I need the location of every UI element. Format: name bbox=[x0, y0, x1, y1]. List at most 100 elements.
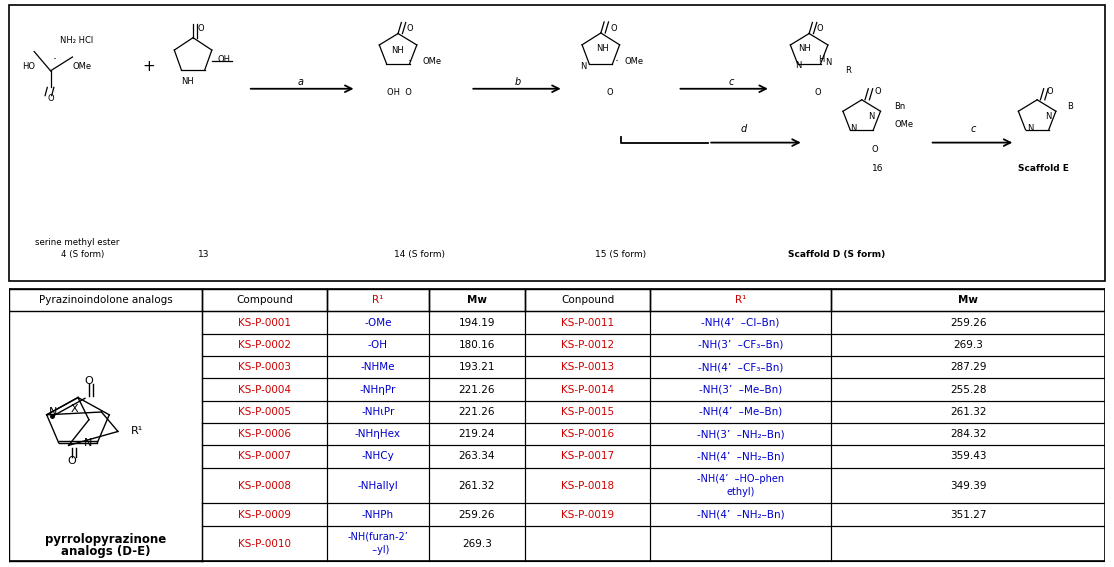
Text: 259.26: 259.26 bbox=[950, 318, 986, 328]
Text: Bn: Bn bbox=[895, 102, 906, 111]
Text: KS-P-0018: KS-P-0018 bbox=[561, 480, 614, 490]
Text: -NHCy: -NHCy bbox=[361, 451, 394, 462]
Text: +: + bbox=[143, 59, 156, 74]
Text: X: X bbox=[71, 404, 78, 414]
Text: 269.3: 269.3 bbox=[954, 340, 983, 350]
Text: R¹: R¹ bbox=[735, 295, 746, 305]
Text: -NH(3’  –Me–Bn): -NH(3’ –Me–Bn) bbox=[698, 384, 782, 395]
Text: N: N bbox=[795, 61, 801, 70]
Text: c: c bbox=[971, 124, 976, 134]
Text: N: N bbox=[1027, 124, 1034, 133]
Text: -NH(4’  –NH₂–Bn): -NH(4’ –NH₂–Bn) bbox=[696, 451, 784, 462]
Text: O: O bbox=[68, 456, 76, 466]
Text: 255.28: 255.28 bbox=[950, 384, 986, 395]
Text: -NH(4’  –CF₃–Bn): -NH(4’ –CF₃–Bn) bbox=[698, 362, 783, 372]
Text: KS-P-0002: KS-P-0002 bbox=[237, 340, 291, 350]
Text: 180.16: 180.16 bbox=[459, 340, 495, 350]
Text: O: O bbox=[814, 88, 821, 98]
Text: analogs (D-E): analogs (D-E) bbox=[60, 545, 150, 558]
Text: -OH: -OH bbox=[368, 340, 388, 350]
Text: KS-P-0012: KS-P-0012 bbox=[561, 340, 614, 350]
Text: -NHallyl: -NHallyl bbox=[358, 480, 398, 490]
Text: 194.19: 194.19 bbox=[459, 318, 496, 328]
Text: -NHιPr: -NHιPr bbox=[361, 407, 394, 417]
Text: OMe: OMe bbox=[422, 57, 441, 66]
Text: -NHPh: -NHPh bbox=[362, 510, 394, 519]
Text: N: N bbox=[869, 112, 874, 121]
Text: -NH(4’  –Cl–Bn): -NH(4’ –Cl–Bn) bbox=[702, 318, 780, 328]
Text: KS-P-0001: KS-P-0001 bbox=[237, 318, 291, 328]
Text: Mw: Mw bbox=[958, 295, 978, 305]
Text: NH₂ HCl: NH₂ HCl bbox=[60, 36, 94, 45]
Text: ·: · bbox=[614, 54, 618, 67]
Text: N: N bbox=[580, 62, 586, 71]
Text: KS-P-0016: KS-P-0016 bbox=[561, 429, 614, 439]
Text: N: N bbox=[1045, 112, 1052, 121]
Text: -NH(4’  –Me–Bn): -NH(4’ –Me–Bn) bbox=[698, 407, 782, 417]
Text: -NH(3’  –NH₂–Bn): -NH(3’ –NH₂–Bn) bbox=[696, 429, 784, 439]
Text: O: O bbox=[874, 87, 881, 96]
Text: H: H bbox=[818, 55, 824, 64]
Text: KS-P-0004: KS-P-0004 bbox=[237, 384, 291, 395]
Text: KS-P-0005: KS-P-0005 bbox=[237, 407, 291, 417]
Text: O: O bbox=[817, 23, 823, 32]
Text: O: O bbox=[871, 145, 878, 154]
Text: -NH(furan-2’
  –yl): -NH(furan-2’ –yl) bbox=[348, 532, 408, 555]
Text: 193.21: 193.21 bbox=[459, 362, 496, 372]
Text: O: O bbox=[197, 23, 204, 32]
Text: Pyrazinoindolone analogs: Pyrazinoindolone analogs bbox=[39, 295, 173, 305]
Text: 351.27: 351.27 bbox=[950, 510, 986, 519]
Text: KS-P-0017: KS-P-0017 bbox=[561, 451, 614, 462]
Text: O: O bbox=[85, 376, 94, 386]
Text: -OMe: -OMe bbox=[364, 318, 391, 328]
Text: Compound: Compound bbox=[236, 295, 293, 305]
Text: OH  O: OH O bbox=[387, 88, 412, 98]
Text: O: O bbox=[47, 94, 53, 103]
Text: 14 (S form): 14 (S form) bbox=[394, 249, 446, 259]
Text: Scaffold D (S form): Scaffold D (S form) bbox=[788, 249, 886, 259]
Text: c: c bbox=[729, 77, 734, 87]
Text: R: R bbox=[846, 66, 851, 75]
Text: 284.32: 284.32 bbox=[950, 429, 986, 439]
Text: 287.29: 287.29 bbox=[950, 362, 986, 372]
Text: O: O bbox=[606, 88, 613, 98]
Text: B: B bbox=[1067, 102, 1073, 111]
Text: 263.34: 263.34 bbox=[459, 451, 496, 462]
Text: 221.26: 221.26 bbox=[459, 407, 496, 417]
Text: -NH(4’  –HO–phen
ethyl): -NH(4’ –HO–phen ethyl) bbox=[697, 474, 784, 497]
Text: KS-P-0011: KS-P-0011 bbox=[561, 318, 614, 328]
Text: Scaffold E: Scaffold E bbox=[1018, 164, 1069, 173]
Text: HO: HO bbox=[22, 62, 35, 71]
Text: NH: NH bbox=[798, 44, 811, 53]
Text: 359.43: 359.43 bbox=[950, 451, 986, 462]
Text: KS-P-0015: KS-P-0015 bbox=[561, 407, 614, 417]
Text: N: N bbox=[84, 438, 91, 448]
Text: -NHMe: -NHMe bbox=[361, 362, 395, 372]
Text: KS-P-0013: KS-P-0013 bbox=[561, 362, 614, 372]
Text: Mw: Mw bbox=[467, 295, 487, 305]
Text: R¹: R¹ bbox=[372, 295, 383, 305]
Text: KS-P-0014: KS-P-0014 bbox=[561, 384, 614, 395]
Text: 261.32: 261.32 bbox=[459, 480, 496, 490]
Text: KS-P-0008: KS-P-0008 bbox=[237, 480, 291, 490]
Text: O: O bbox=[1047, 87, 1054, 96]
Text: OMe: OMe bbox=[72, 62, 91, 71]
Text: OH: OH bbox=[217, 55, 231, 64]
Text: -NHηHex: -NHηHex bbox=[354, 429, 401, 439]
Text: 13: 13 bbox=[198, 249, 209, 259]
Text: ·: · bbox=[53, 53, 57, 66]
Text: KS-P-0003: KS-P-0003 bbox=[237, 362, 291, 372]
Text: d: d bbox=[740, 124, 746, 134]
Text: KS-P-0007: KS-P-0007 bbox=[237, 451, 291, 462]
Text: KS-P-0009: KS-P-0009 bbox=[237, 510, 291, 519]
Text: NH: NH bbox=[391, 45, 404, 54]
Text: KS-P-0006: KS-P-0006 bbox=[237, 429, 291, 439]
Text: ·: · bbox=[408, 54, 412, 67]
Text: -NH(4’  –NH₂–Bn): -NH(4’ –NH₂–Bn) bbox=[696, 510, 784, 519]
Text: O: O bbox=[407, 23, 413, 32]
Text: b: b bbox=[515, 77, 520, 87]
Text: O: O bbox=[610, 23, 617, 32]
Text: pyrrolopyrazinone: pyrrolopyrazinone bbox=[45, 532, 166, 545]
Text: NH: NH bbox=[596, 44, 609, 53]
Text: OMe: OMe bbox=[895, 120, 913, 129]
